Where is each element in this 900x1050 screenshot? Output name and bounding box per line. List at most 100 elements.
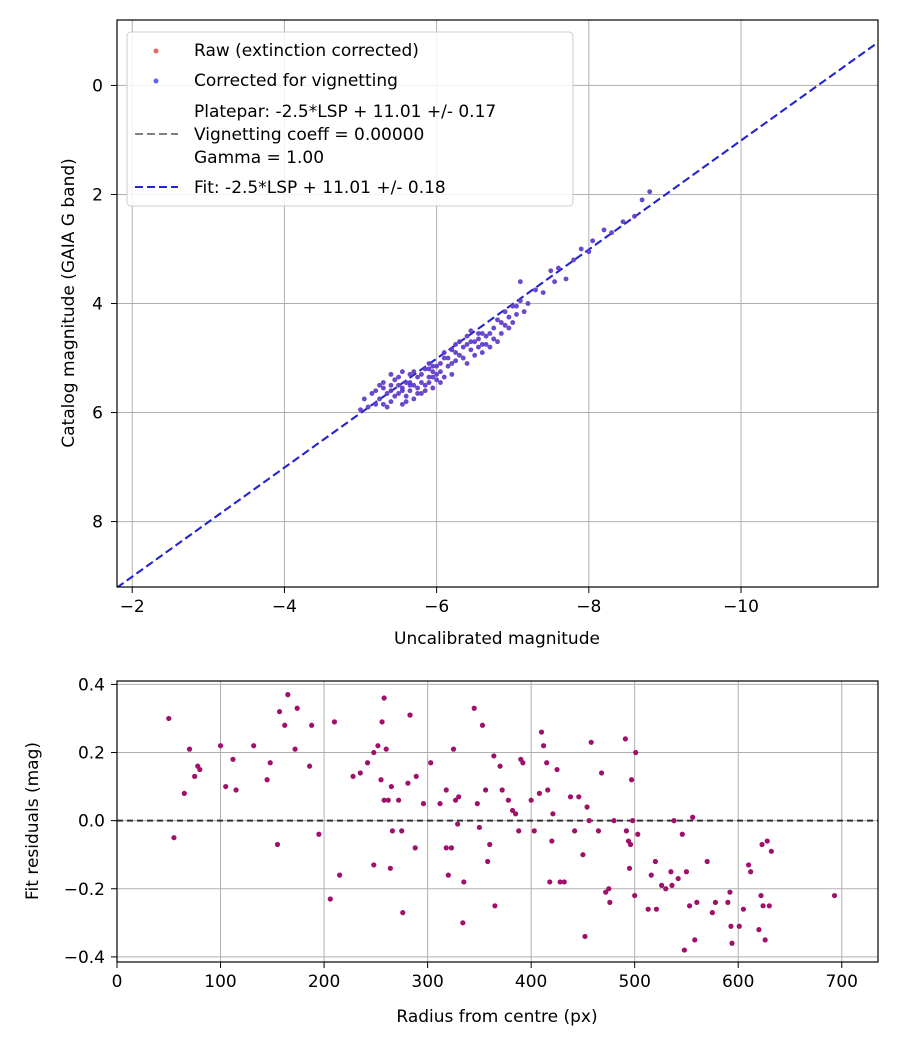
corrected-point <box>491 325 497 331</box>
residual-point <box>274 841 281 848</box>
legend-label-platepar-2: Vignetting coeff = 0.00000 <box>194 125 424 145</box>
residual-point <box>455 821 461 827</box>
corrected-point <box>434 363 440 369</box>
corrected-point <box>487 331 493 336</box>
x-ticks-bottom: 0 100 200 300 400 500 600 700 <box>112 962 858 992</box>
corrected-point <box>388 388 394 394</box>
corrected-point <box>460 355 466 361</box>
residual-point <box>728 923 734 929</box>
corrected-point <box>506 325 512 331</box>
corrected-point <box>388 399 394 405</box>
corrected-point <box>483 341 489 347</box>
corrected-point <box>479 341 485 347</box>
corrected-point <box>434 377 440 383</box>
residual-point <box>505 797 511 803</box>
residual-point <box>622 736 628 742</box>
residual-point <box>668 869 674 875</box>
y-tick-label: 0.4 <box>78 675 105 695</box>
residual-point <box>407 712 413 718</box>
corrected-point <box>548 268 554 274</box>
corrected-point <box>430 374 436 380</box>
residual-point <box>547 879 553 885</box>
residual-point <box>166 715 172 722</box>
residual-point <box>306 763 313 769</box>
corrected-point <box>438 369 443 375</box>
corrected-point <box>399 369 405 375</box>
y-ticks-bottom: −0.4 −0.2 0.0 0.2 0.4 <box>64 675 117 968</box>
residual-point <box>690 814 696 820</box>
corrected-point <box>464 341 470 347</box>
corrected-point <box>502 309 508 315</box>
corrected-point <box>438 380 443 385</box>
corrected-point <box>426 361 432 366</box>
residual-point <box>740 906 747 912</box>
residual-point <box>627 841 634 848</box>
corrected-point <box>487 344 493 350</box>
residual-point <box>544 760 550 766</box>
residual-point <box>745 862 752 868</box>
residual-point <box>540 743 547 749</box>
corrected-point <box>468 339 474 345</box>
corrected-point <box>415 385 420 391</box>
residual-point <box>251 743 257 749</box>
corrected-point <box>445 355 451 361</box>
residual-point <box>648 872 654 878</box>
residual-point <box>681 947 687 953</box>
legend-label-corrected: Corrected for vignetting <box>194 71 398 91</box>
residual-point <box>487 841 493 848</box>
residual-point <box>736 923 742 929</box>
corrected-point <box>464 333 470 339</box>
y-tick-label: 6 <box>92 404 103 424</box>
corrected-point <box>415 374 420 380</box>
residual-point <box>557 879 563 885</box>
residual-point <box>663 886 669 892</box>
residual-point <box>186 746 193 752</box>
corrected-point <box>407 388 413 394</box>
residual-point <box>292 746 298 752</box>
corrected-point <box>403 399 409 405</box>
corrected-point <box>468 347 474 353</box>
residual-point <box>764 838 770 844</box>
residual-point <box>327 896 333 902</box>
plot-frame-bottom <box>116 680 879 963</box>
residual-point <box>337 872 343 878</box>
corrected-point <box>399 388 405 394</box>
corrected-point <box>403 393 409 399</box>
corrected-point <box>358 407 363 413</box>
corrected-point <box>578 246 584 252</box>
residual-point <box>197 766 203 773</box>
residual-point <box>659 882 665 888</box>
y-tick-label: 8 <box>92 513 103 533</box>
corrected-point <box>483 333 489 339</box>
residual-point <box>405 780 411 786</box>
corrected-point <box>540 290 546 295</box>
x-tick-label: 500 <box>618 972 650 992</box>
corrected-point <box>555 265 561 271</box>
corrected-point <box>441 350 447 355</box>
corrected-point <box>460 344 466 350</box>
residual-point <box>607 899 613 905</box>
corrected-point <box>491 336 497 342</box>
residual-point <box>181 790 187 797</box>
residual-point <box>492 903 498 909</box>
residual-point <box>509 807 516 814</box>
residual-point <box>448 845 455 851</box>
legend-marker-raw <box>153 48 159 54</box>
residual-point <box>445 872 451 878</box>
residual-point <box>420 801 427 807</box>
corrected-point <box>411 382 417 388</box>
corrected-point <box>498 331 504 336</box>
x-tick-label: −8 <box>576 597 601 617</box>
corrected-point <box>479 350 485 355</box>
residual-point <box>437 801 443 807</box>
corrected-point <box>430 363 436 369</box>
x-tick-label: 100 <box>204 972 236 992</box>
corrected-point <box>514 303 519 309</box>
corrected-point <box>632 213 637 219</box>
residual-point <box>679 831 685 837</box>
corrected-point <box>396 382 401 388</box>
corrected-point <box>365 404 371 410</box>
residual-point <box>567 794 574 800</box>
corrected-point <box>453 350 459 355</box>
residual-point <box>516 828 522 834</box>
